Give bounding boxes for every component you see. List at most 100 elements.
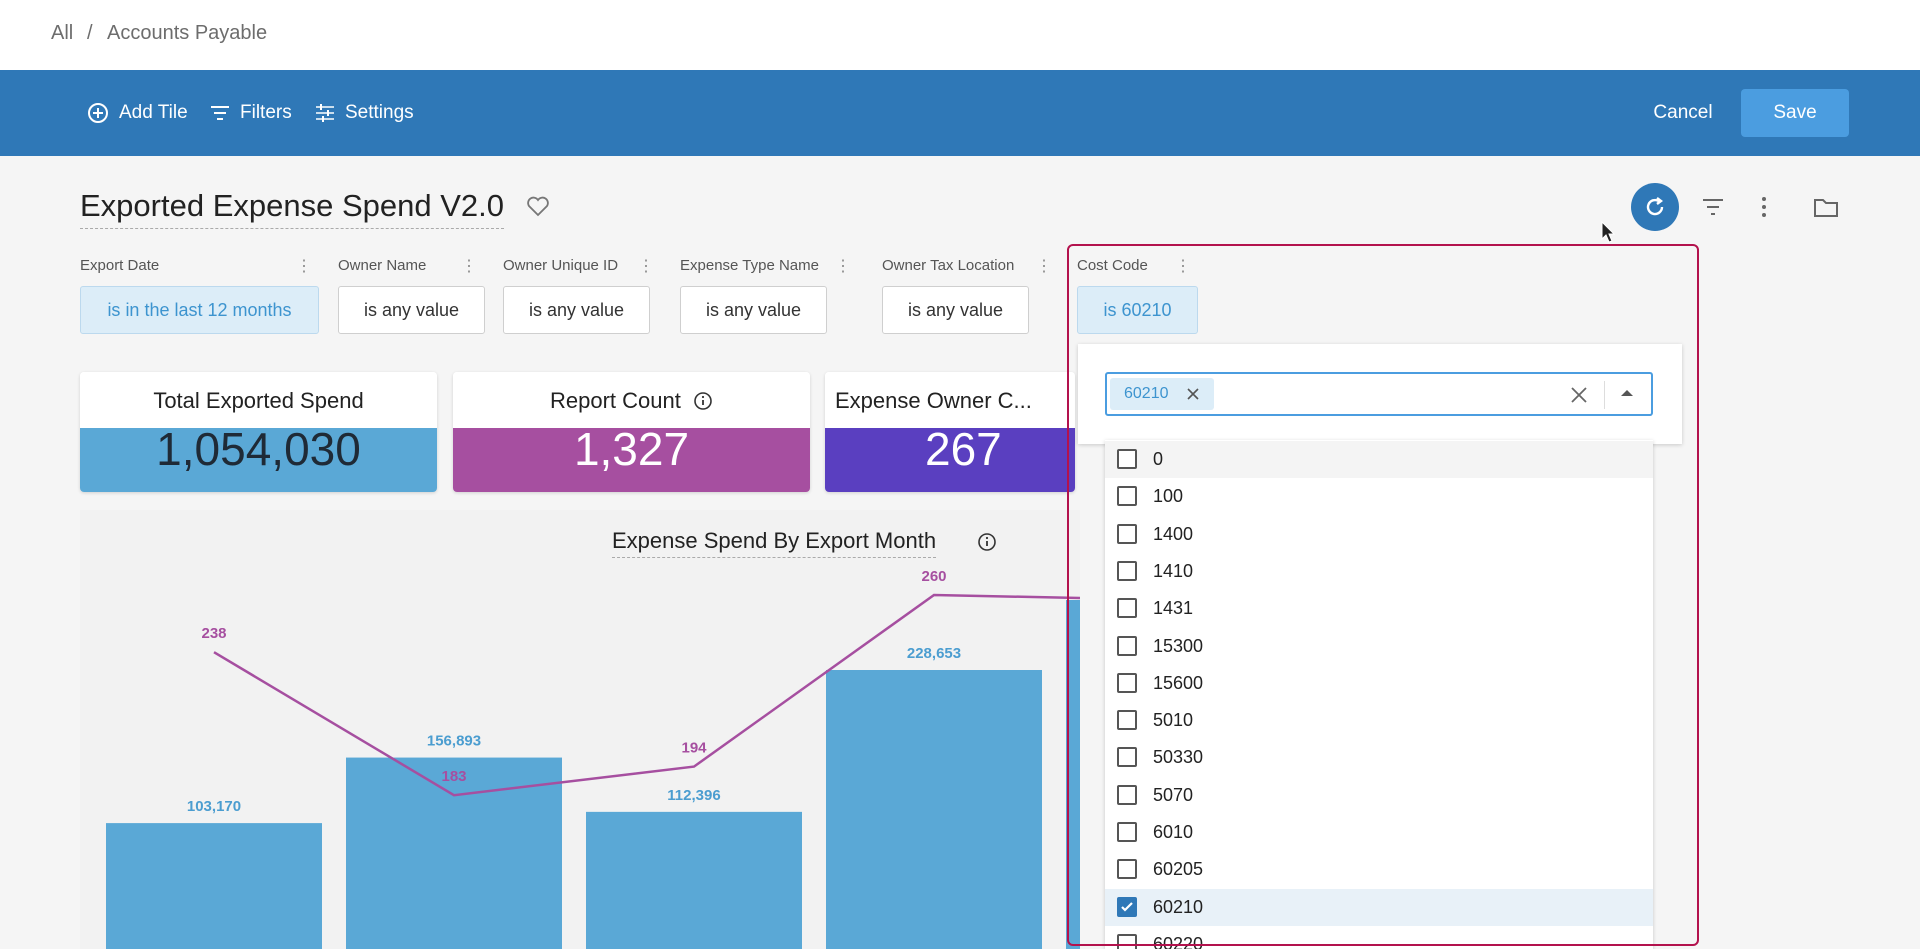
chart-line-label: 183	[441, 768, 466, 785]
page-title: Exported Expense Spend V2.0	[80, 188, 504, 229]
info-icon[interactable]	[693, 391, 713, 411]
chevron-up-icon[interactable]	[1620, 388, 1634, 398]
chart-bar-label: 103,170	[187, 798, 241, 815]
chart-title-text: Expense Spend By Export Month	[612, 528, 937, 553]
kpi-value: 1,054,030	[156, 423, 361, 475]
folder-icon[interactable]	[1813, 196, 1839, 218]
sliders-icon	[316, 104, 334, 122]
filter-menu-icon[interactable]: ⋮	[638, 258, 654, 275]
cost-code-option[interactable]: 15600	[1105, 665, 1653, 702]
cost-code-option[interactable]: 15300	[1105, 628, 1653, 665]
chart-series-line	[213, 593, 1080, 797]
cost-code-option[interactable]: 0	[1105, 441, 1653, 478]
kpi-title: Total Exported Spend	[80, 372, 437, 428]
clear-selection-icon[interactable]	[1570, 386, 1588, 404]
cost-code-option[interactable]: 60210	[1105, 888, 1653, 926]
cost-code-option-label: 60210	[1153, 896, 1204, 917]
filter-menu-icon[interactable]: ⋮	[461, 258, 477, 275]
filter-lines-icon	[211, 106, 229, 120]
input-divider	[1604, 381, 1605, 409]
cost-code-option[interactable]: 100	[1105, 478, 1653, 515]
selected-chip-label: 60210	[1124, 385, 1169, 402]
filter-owner-name[interactable]: is any value	[338, 286, 485, 334]
checkmark-icon	[1121, 901, 1133, 912]
cost-code-option-label: 1400	[1153, 523, 1194, 544]
checkbox-icon[interactable]	[1117, 747, 1137, 768]
refresh-button[interactable]	[1631, 183, 1679, 231]
filter-icon[interactable]	[1702, 198, 1724, 216]
cost-code-option-label: 15300	[1153, 635, 1204, 656]
kpi-report-count: Report Count 1,327	[453, 372, 810, 492]
cost-code-option-label: 60205	[1153, 859, 1204, 880]
chart-bar	[1066, 600, 1080, 949]
chart-line-label: 194	[681, 740, 707, 757]
checkbox-icon[interactable]	[1117, 822, 1137, 842]
checkbox-icon[interactable]	[1117, 523, 1137, 544]
cost-code-option[interactable]: 1410	[1105, 553, 1653, 590]
checkbox-icon[interactable]	[1117, 672, 1137, 693]
filter-menu-icon[interactable]: ⋮	[1036, 258, 1052, 275]
cost-code-option-label: 5070	[1153, 784, 1194, 805]
cost-code-option[interactable]: 50330	[1105, 739, 1653, 776]
chart-bar	[586, 811, 802, 949]
filter-label-expense-type-name: Expense Type Name	[680, 257, 819, 274]
cost-code-option-label: 1431	[1153, 598, 1194, 619]
filter-menu-icon[interactable]: ⋮	[1175, 258, 1191, 275]
cost-code-option-label: 0	[1153, 449, 1164, 469]
filter-owner-unique-id[interactable]: is any value	[503, 286, 650, 334]
chart-bar	[106, 823, 322, 949]
chart-bar	[826, 670, 1042, 949]
selected-chip: 60210	[1110, 378, 1214, 410]
checkbox-icon[interactable]	[1117, 598, 1137, 619]
cost-code-option[interactable]: 60205	[1105, 851, 1653, 888]
breadcrumb-all[interactable]: All	[51, 22, 74, 44]
filter-label-cost-code: Cost Code	[1077, 257, 1148, 274]
settings-button[interactable]: Settings	[315, 70, 414, 156]
cost-code-option-label: 100	[1153, 486, 1184, 507]
filter-menu-icon[interactable]: ⋮	[296, 258, 312, 275]
cancel-button[interactable]: Cancel	[1653, 102, 1713, 123]
filter-menu-icon[interactable]: ⋮	[835, 258, 851, 275]
checkbox-icon[interactable]	[1117, 486, 1137, 507]
filters-button[interactable]: Filters	[210, 70, 292, 156]
add-tile-label: Add Tile	[119, 102, 188, 123]
kpi-title: Expense Owner C...	[825, 372, 1075, 428]
chip-remove-icon[interactable]	[1186, 387, 1200, 401]
cost-code-option-label: 15600	[1153, 672, 1204, 693]
checkbox-icon[interactable]	[1117, 449, 1137, 469]
kpi-title-text: Report Count	[550, 388, 681, 413]
cost-code-option[interactable]: 6010	[1105, 814, 1653, 851]
chart-title: Expense Spend By Export Month	[612, 528, 937, 558]
chart-bar	[346, 757, 562, 949]
cost-code-option[interactable]: 5010	[1105, 702, 1653, 739]
mouse-cursor-icon	[1601, 221, 1616, 243]
filter-label-owner-unique-id: Owner Unique ID	[503, 257, 619, 274]
checkbox-icon[interactable]	[1117, 710, 1137, 731]
more-vertical-icon[interactable]	[1760, 196, 1768, 218]
highlight-box	[1067, 244, 1699, 946]
expense-spend-chart: 103,170 156,893 112,396 228,653 238 183 194 260	[106, 568, 1080, 949]
cost-code-option[interactable]: 5070	[1105, 777, 1653, 814]
filter-label-owner-tax-location: Owner Tax Location	[882, 257, 1015, 274]
filter-expense-type-name[interactable]: is any value	[680, 286, 827, 334]
info-icon[interactable]	[977, 532, 997, 552]
checkbox-icon[interactable]	[1117, 859, 1137, 880]
chart-bar-label: 112,396	[667, 787, 720, 804]
checkbox-icon[interactable]	[1117, 560, 1137, 581]
kpi-value: 1,327	[573, 423, 690, 475]
filter-cost-code[interactable]: is 60210	[1077, 286, 1198, 334]
add-tile-button[interactable]: Add Tile	[87, 70, 188, 156]
chart-line-label: 260	[921, 568, 946, 585]
cost-code-option-label: 6010	[1153, 822, 1194, 842]
save-button[interactable]: Save	[1741, 89, 1849, 137]
favorite-heart-icon[interactable]	[526, 195, 550, 217]
checkbox-icon[interactable]	[1117, 635, 1137, 656]
kpi-title: Report Count	[453, 372, 810, 428]
checkbox-icon[interactable]	[1117, 784, 1137, 805]
filter-export-date[interactable]: is in the last 12 months	[80, 286, 319, 334]
cost-code-option[interactable]: 1400	[1105, 516, 1653, 553]
cost-code-option[interactable]: 1431	[1105, 590, 1653, 627]
filter-owner-tax-location[interactable]: is any value	[882, 286, 1029, 334]
checkbox-checked-icon[interactable]	[1117, 896, 1137, 917]
cost-code-options-list[interactable]: 0 100 1400 1410 1431 15300 15600 5010 50330 5070 6…	[1105, 440, 1653, 949]
